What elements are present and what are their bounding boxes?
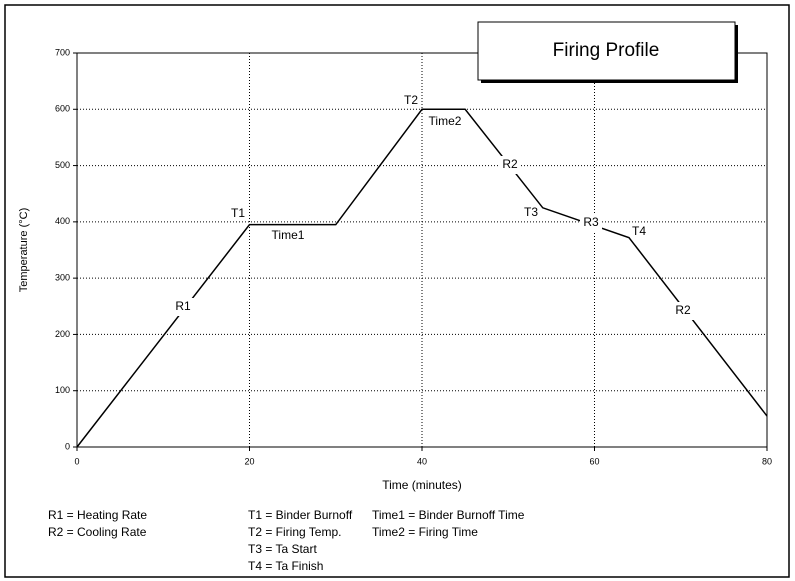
annotation: T2 — [404, 93, 418, 107]
annotation: Time2 — [429, 114, 462, 128]
annotation: T1 — [231, 206, 245, 220]
x-axis-label: Time (minutes) — [382, 478, 462, 492]
label-bg — [499, 156, 521, 174]
title-box — [477, 21, 736, 81]
y-tick-label: 700 — [55, 47, 70, 57]
x-tick-label: 20 — [244, 456, 254, 466]
label-bg — [672, 302, 694, 320]
annotation: R1 — [175, 299, 191, 313]
key-entry: T1 = Binder Burnoff — [248, 508, 353, 522]
frame — [4, 4, 790, 578]
data-line — [76, 108, 768, 448]
annotation: T4 — [632, 224, 646, 238]
y-tick-label: 500 — [55, 160, 70, 170]
annotation: T3 — [524, 205, 538, 219]
key-entry: R2 = Cooling Rate — [48, 525, 147, 539]
annotation: Time1 — [272, 228, 305, 242]
label-bg — [172, 298, 194, 316]
key-entry: Time1 = Binder Burnoff Time — [372, 508, 525, 522]
key-entry: R1 = Heating Rate — [48, 508, 147, 522]
label-bg — [580, 214, 602, 232]
y-tick-label: 0 — [65, 441, 70, 451]
key-entry: T2 = Firing Temp. — [248, 525, 341, 539]
y-tick-label: 600 — [55, 104, 70, 114]
x-tick-label: 0 — [74, 456, 79, 466]
key-entry: T4 = Ta Finish — [248, 559, 323, 573]
y-axis-label: Temperature (°C) — [18, 208, 30, 292]
y-tick-label: 200 — [55, 329, 70, 339]
annotation: R3 — [583, 215, 599, 229]
x-tick-label: 80 — [762, 456, 772, 466]
annotation: R2 — [502, 157, 518, 171]
chart-title: Firing Profile — [553, 40, 660, 61]
x-tick-label: 40 — [417, 456, 427, 466]
key-entry: Time2 = Firing Time — [372, 525, 478, 539]
y-tick-label: 300 — [55, 273, 70, 283]
key-entry: T3 = Ta Start — [248, 542, 317, 556]
x-tick-label: 60 — [589, 456, 599, 466]
y-tick-label: 400 — [55, 216, 70, 226]
annotation: R2 — [675, 303, 691, 317]
y-tick-label: 100 — [55, 385, 70, 395]
